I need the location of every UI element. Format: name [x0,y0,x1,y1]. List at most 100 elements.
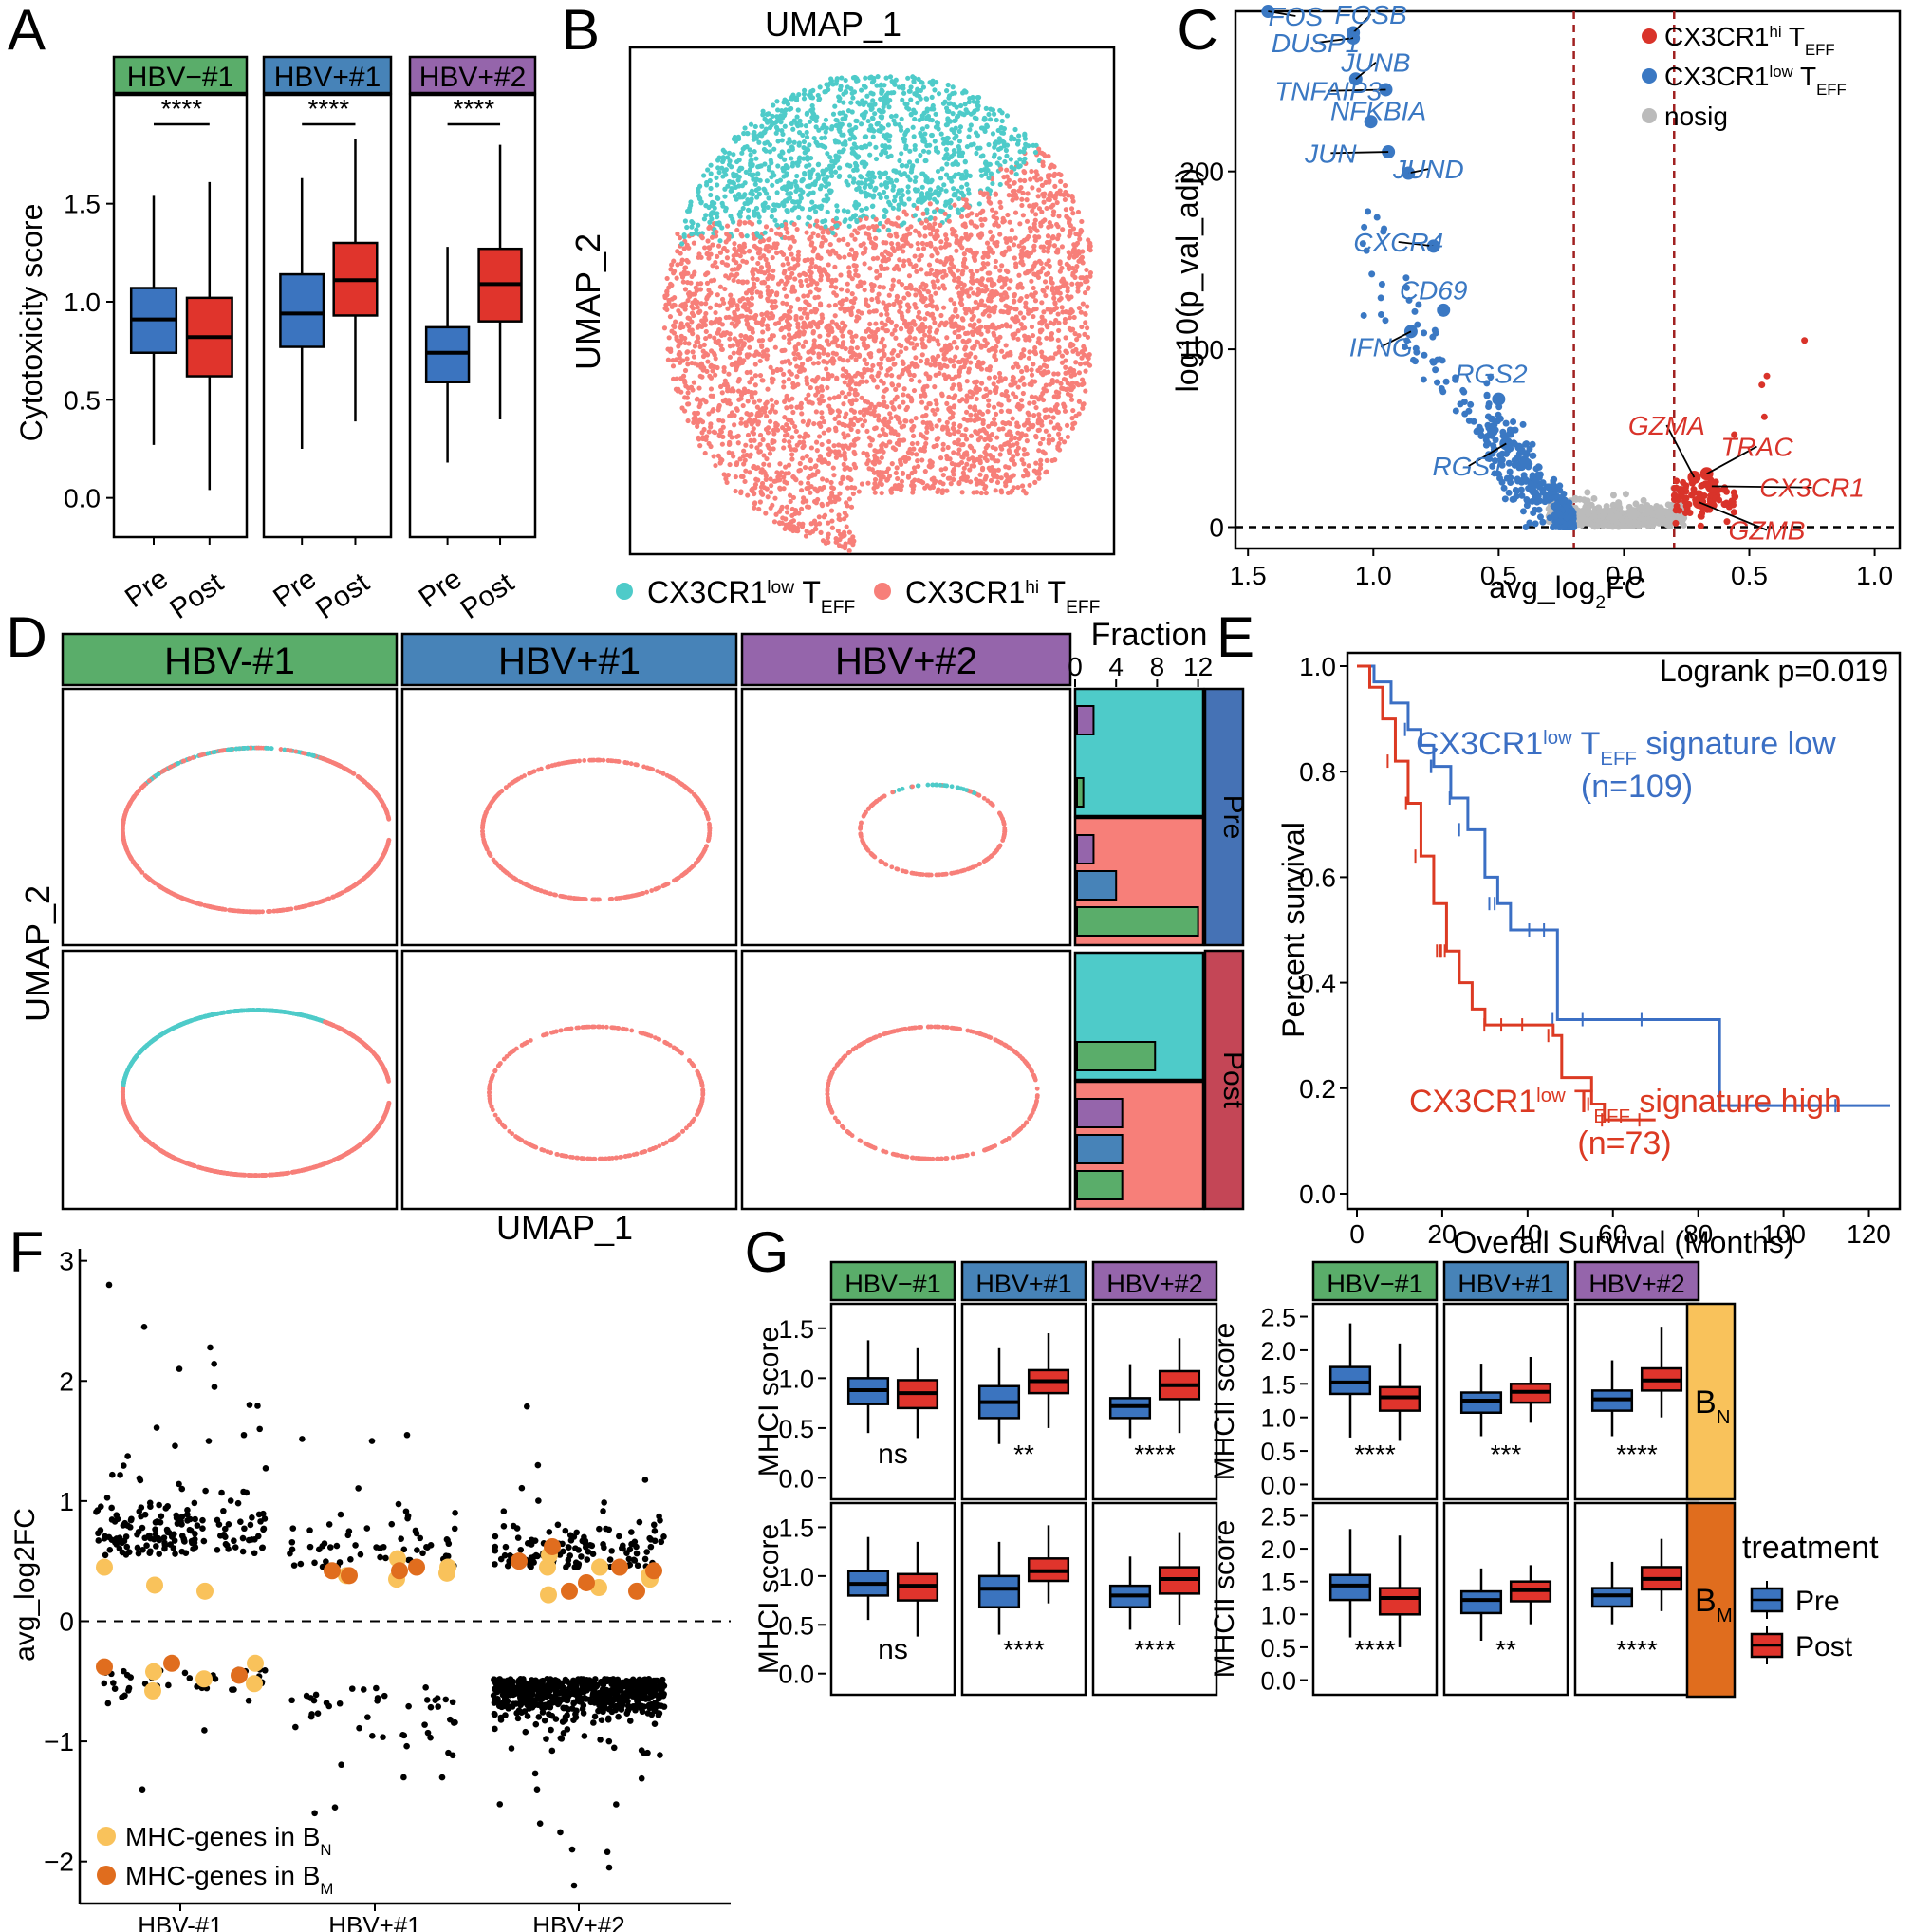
umap-cell-point [819,410,825,416]
umap-cell-point [726,275,732,281]
umap-cell-point [875,413,882,418]
umap-cell-point [885,256,892,262]
umap-cell-point [934,148,939,154]
umap-cell-point [735,379,741,384]
umap-cell-point [801,156,807,161]
umap-cell-point [817,269,824,275]
umap-cell-point [1012,235,1018,241]
umap-cell-point [876,418,882,423]
umap-cell-point [744,321,751,326]
umap-cell-point [935,233,940,239]
umap-cell-point [832,498,838,505]
umap-cell-point [957,386,963,392]
umap-cell-point [998,475,1004,481]
umap-cell-point [990,322,995,327]
umap-cell-point [956,429,961,435]
umap-cell-point [986,141,992,148]
umap-cell-point [946,218,952,224]
umap-cell-point [811,338,817,344]
umap-cell-point [1021,452,1028,457]
umap-cell-point [1076,232,1082,238]
umap-cell-point [974,476,979,482]
umap-cell-point [848,298,854,305]
umap-cell-point [999,118,1005,124]
facet-strip [262,55,393,95]
umap-cell-point [946,394,952,400]
umap-cell-point [895,223,901,229]
umap-cell-point [868,102,874,108]
x-tick-label: Pre [120,563,174,614]
umap-cell-point [949,226,956,232]
umap-cell-point [735,440,741,446]
umap-cell-point [936,270,941,276]
umap-cell-point [857,102,863,107]
umap-cell-point [731,300,736,306]
umap-cell-point [1015,484,1021,491]
umap-cell-point [946,101,952,106]
umap-cell-point [742,457,748,463]
x-tick-label: Post [455,567,521,625]
umap-cell-point [1005,304,1011,310]
umap-cell-point [746,418,752,424]
umap-cell-point [863,84,868,90]
umap-cell-point [972,115,977,121]
umap-cell-point [1069,195,1075,200]
umap-cell-point [912,116,918,122]
umap-cell-point [895,475,901,482]
umap-cell-point [737,219,743,225]
umap-cell-point [966,191,972,196]
umap-cell-point [978,344,984,350]
umap-cell-point [944,88,950,94]
umap-cell-point [1056,327,1062,334]
umap-cell-point [686,401,692,407]
umap-cell-point [1075,351,1081,357]
umap-cell-point [1019,351,1025,357]
umap-cell-point [795,257,801,263]
umap-cell-point [789,251,794,257]
umap-cell-point [953,354,958,360]
umap-cell-point [949,257,955,263]
umap-cell-point [993,141,998,148]
umap-cell-point [942,211,948,216]
umap-cell-point [1016,272,1022,278]
umap-cell-point [671,330,678,336]
facet-frame [112,93,249,539]
umap-cell-point [700,397,706,402]
umap-cell-point [670,358,676,363]
umap-cell-point [962,102,968,107]
umap-cell-point [760,316,767,322]
umap-cell-point [797,307,803,312]
umap-cell-point [780,262,786,268]
umap-cell-point [882,344,887,349]
umap-cell-point [834,494,840,500]
umap-cell-point [708,421,714,427]
umap-cell-point [1032,272,1039,278]
panel-letter-B: B [562,0,600,62]
umap-cell-point [707,177,713,184]
umap-cell-point [843,394,848,399]
umap-cell-point [1012,180,1017,186]
umap-cell-point [821,430,826,436]
umap-cell-point [795,381,801,387]
umap-cell-point [810,279,816,285]
umap-cell-point [851,176,857,182]
umap-cell-point [828,188,834,194]
umap-cell-point [981,265,987,270]
umap-cell-point [810,190,816,195]
umap-cell-point [920,211,926,216]
umap-cell-point [922,225,928,231]
umap-cell-point [982,437,988,443]
umap-cell-point [873,321,879,326]
umap-cell-point [748,452,753,457]
umap-cell-point [1051,295,1057,301]
umap-cell-point [769,274,774,280]
umap-cell-point [956,333,962,340]
umap-cell-point [986,347,992,353]
umap-cell-point [993,258,998,265]
umap-cell-point [823,88,829,95]
umap-cell-point [1086,355,1091,362]
umap-cell-point [956,369,962,375]
umap-cell-point [833,292,840,298]
umap-cell-point [804,529,809,534]
umap-cell-point [936,286,942,291]
